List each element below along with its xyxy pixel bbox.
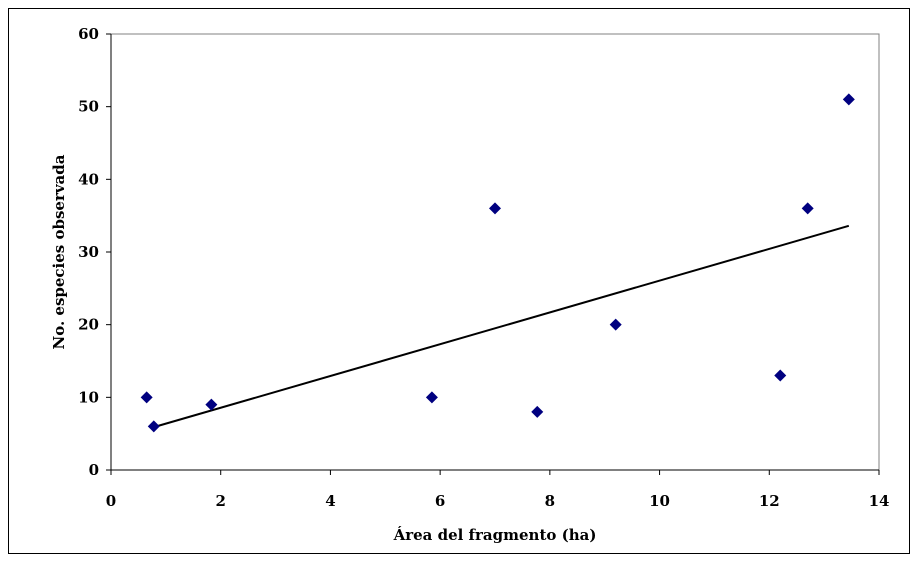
x-axis-title: Área del fragmento (ha) [393,526,597,544]
data-point [609,318,622,331]
x-tick-label: 10 [649,492,670,510]
plot-area [110,33,880,471]
data-points [140,93,855,433]
data-point [801,202,814,215]
x-tick-label: 0 [106,492,116,510]
x-tick-label: 4 [325,492,335,510]
data-point [147,420,160,433]
data-point [774,369,787,382]
x-tick-label: 2 [215,492,225,510]
y-axis-ticks: 0 10 20 30 40 50 60 [78,25,111,479]
y-axis-title: No. especies observada [50,154,68,349]
y-tick-label: 30 [78,243,99,261]
x-tick-label: 8 [545,492,555,510]
x-tick-label: 12 [759,492,780,510]
x-axis-ticks: 0 2 4 6 8 10 12 14 [106,470,890,510]
x-tick-label: 14 [869,492,890,510]
y-tick-label: 40 [78,170,99,188]
y-tick-label: 0 [89,461,99,479]
data-point [140,391,153,404]
data-point [205,398,218,411]
y-tick-label: 60 [78,25,99,43]
trendline [153,224,850,429]
data-point [425,391,438,404]
y-tick-label: 20 [78,316,99,334]
data-point [489,202,501,215]
y-tick-label: 50 [78,98,99,116]
x-tick-label: 6 [435,492,445,510]
data-point [842,93,855,106]
data-point [531,405,544,418]
y-tick-label: 10 [78,388,99,406]
